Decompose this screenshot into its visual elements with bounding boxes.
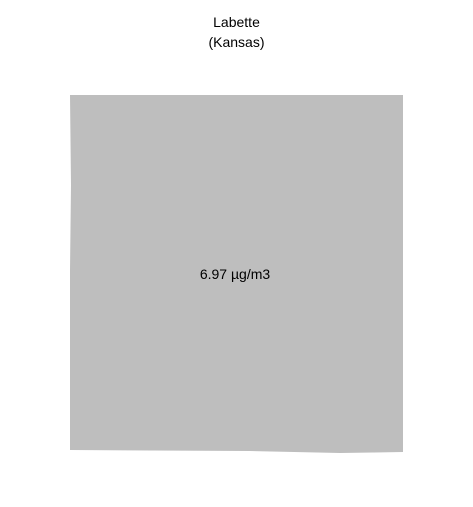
pm25-value-label: 6.97 µg/m3 <box>200 266 271 282</box>
state-subtitle: (Kansas) <box>208 34 265 50</box>
county-title: Labette <box>213 14 260 30</box>
county-shape <box>70 95 403 453</box>
